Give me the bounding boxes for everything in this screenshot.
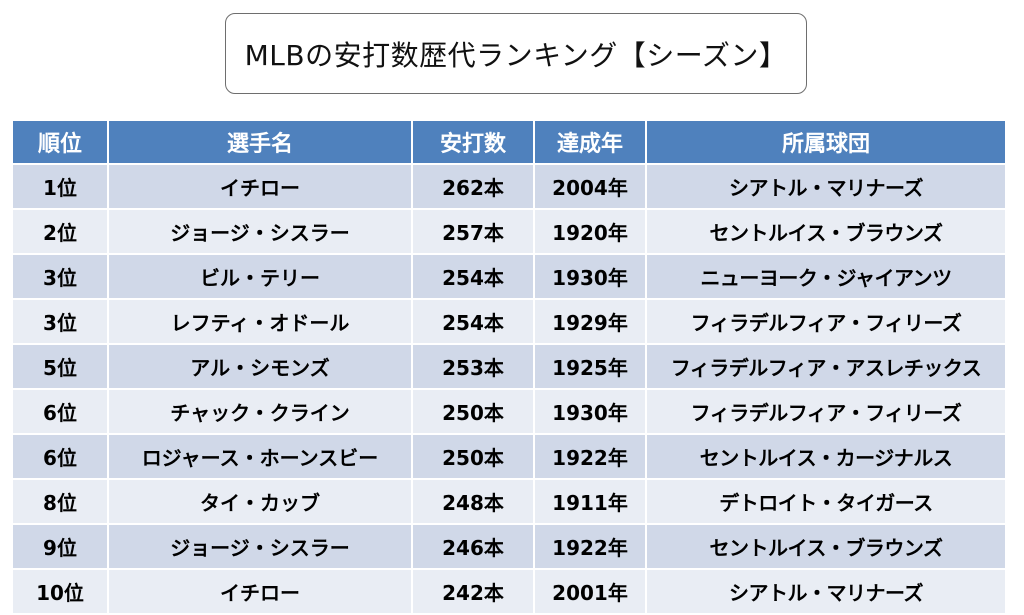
cell-rank: 5位 bbox=[11, 343, 109, 390]
cell-rank: 9位 bbox=[11, 523, 109, 570]
cell-rank: 1位 bbox=[11, 163, 109, 210]
cell-rank: 3位 bbox=[11, 253, 109, 300]
table-header-row: 順位 選手名 安打数 達成年 所属球団 bbox=[11, 119, 1007, 165]
cell-hits: 242本 bbox=[411, 568, 535, 615]
cell-team: シアトル・マリナーズ bbox=[645, 568, 1007, 615]
cell-hits: 262本 bbox=[411, 163, 535, 210]
table-row: 10位 イチロー 242本 2001年 シアトル・マリナーズ bbox=[11, 568, 1007, 615]
cell-player: ジョージ・シスラー bbox=[107, 523, 413, 570]
cell-hits: 253本 bbox=[411, 343, 535, 390]
cell-team: フィラデルフィア・アスレチックス bbox=[645, 343, 1007, 390]
cell-year: 1920年 bbox=[533, 208, 647, 255]
header-hits: 安打数 bbox=[411, 119, 535, 165]
cell-hits: 254本 bbox=[411, 298, 535, 345]
cell-rank: 6位 bbox=[11, 388, 109, 435]
page-title-box: MLBの安打数歴代ランキング【シーズン】 bbox=[225, 13, 807, 94]
cell-hits: 257本 bbox=[411, 208, 535, 255]
cell-team: セントルイス・カージナルス bbox=[645, 433, 1007, 480]
table-row: 6位 チャック・クライン 250本 1930年 フィラデルフィア・フィリーズ bbox=[11, 388, 1007, 435]
cell-year: 1911年 bbox=[533, 478, 647, 525]
cell-team: フィラデルフィア・フィリーズ bbox=[645, 298, 1007, 345]
cell-team: フィラデルフィア・フィリーズ bbox=[645, 388, 1007, 435]
cell-rank: 6位 bbox=[11, 433, 109, 480]
cell-player: レフティ・オドール bbox=[107, 298, 413, 345]
table-row: 2位 ジョージ・シスラー 257本 1920年 セントルイス・ブラウンズ bbox=[11, 208, 1007, 255]
table-row: 6位 ロジャース・ホーンスビー 250本 1922年 セントルイス・カージナルス bbox=[11, 433, 1007, 480]
cell-player: アル・シモンズ bbox=[107, 343, 413, 390]
cell-year: 1930年 bbox=[533, 388, 647, 435]
cell-hits: 248本 bbox=[411, 478, 535, 525]
cell-hits: 250本 bbox=[411, 388, 535, 435]
cell-rank: 10位 bbox=[11, 568, 109, 615]
cell-hits: 250本 bbox=[411, 433, 535, 480]
cell-player: イチロー bbox=[107, 568, 413, 615]
ranking-table: 順位 選手名 安打数 達成年 所属球団 1位 イチロー 262本 2004年 シ… bbox=[11, 119, 1007, 615]
cell-year: 1930年 bbox=[533, 253, 647, 300]
cell-player: ビル・テリー bbox=[107, 253, 413, 300]
header-year: 達成年 bbox=[533, 119, 647, 165]
cell-player: タイ・カッブ bbox=[107, 478, 413, 525]
header-player: 選手名 bbox=[107, 119, 413, 165]
cell-rank: 2位 bbox=[11, 208, 109, 255]
page-title: MLBの安打数歴代ランキング【シーズン】 bbox=[244, 38, 788, 72]
cell-team: シアトル・マリナーズ bbox=[645, 163, 1007, 210]
cell-hits: 254本 bbox=[411, 253, 535, 300]
cell-team: セントルイス・ブラウンズ bbox=[645, 523, 1007, 570]
table-row: 1位 イチロー 262本 2004年 シアトル・マリナーズ bbox=[11, 163, 1007, 210]
cell-year: 2004年 bbox=[533, 163, 647, 210]
table-row: 9位 ジョージ・シスラー 246本 1922年 セントルイス・ブラウンズ bbox=[11, 523, 1007, 570]
cell-year: 1922年 bbox=[533, 433, 647, 480]
cell-team: セントルイス・ブラウンズ bbox=[645, 208, 1007, 255]
cell-team: ニューヨーク・ジャイアンツ bbox=[645, 253, 1007, 300]
cell-player: ロジャース・ホーンスビー bbox=[107, 433, 413, 480]
table-row: 3位 レフティ・オドール 254本 1929年 フィラデルフィア・フィリーズ bbox=[11, 298, 1007, 345]
table-row: 3位 ビル・テリー 254本 1930年 ニューヨーク・ジャイアンツ bbox=[11, 253, 1007, 300]
cell-team: デトロイト・タイガース bbox=[645, 478, 1007, 525]
cell-player: チャック・クライン bbox=[107, 388, 413, 435]
header-rank: 順位 bbox=[11, 119, 109, 165]
cell-year: 1922年 bbox=[533, 523, 647, 570]
cell-rank: 8位 bbox=[11, 478, 109, 525]
table-row: 8位 タイ・カッブ 248本 1911年 デトロイト・タイガース bbox=[11, 478, 1007, 525]
cell-year: 1929年 bbox=[533, 298, 647, 345]
cell-rank: 3位 bbox=[11, 298, 109, 345]
cell-year: 1925年 bbox=[533, 343, 647, 390]
cell-hits: 246本 bbox=[411, 523, 535, 570]
cell-player: イチロー bbox=[107, 163, 413, 210]
table-row: 5位 アル・シモンズ 253本 1925年 フィラデルフィア・アスレチックス bbox=[11, 343, 1007, 390]
cell-year: 2001年 bbox=[533, 568, 647, 615]
cell-player: ジョージ・シスラー bbox=[107, 208, 413, 255]
header-team: 所属球団 bbox=[645, 119, 1007, 165]
